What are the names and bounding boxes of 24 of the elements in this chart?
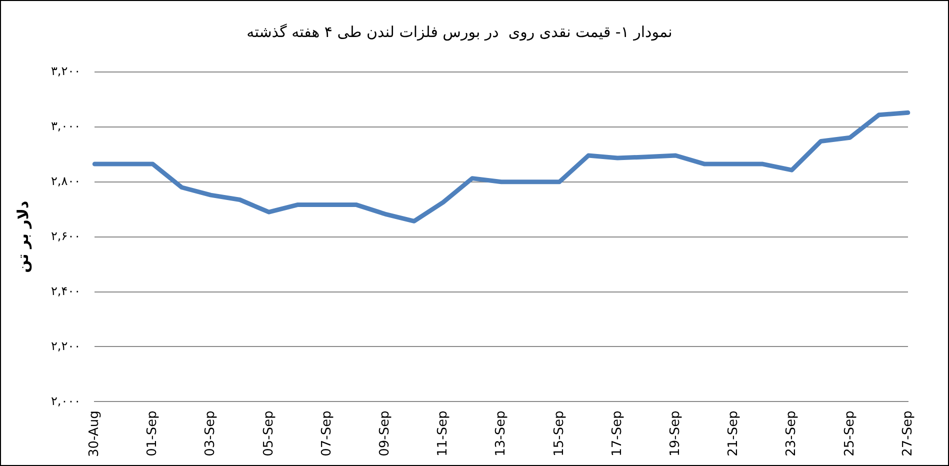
y-tick-label: ۲,۲۰۰ <box>50 338 81 353</box>
x-tick-label: 01-Sep <box>145 410 160 456</box>
x-tick-label: 21-Sep <box>726 410 742 456</box>
x-tick-label: 15-Sep <box>552 410 567 456</box>
y-tick-label: ۳,۲۰۰ <box>50 64 81 78</box>
y-tick-label: ۲,۸۰۰ <box>50 174 81 188</box>
y-tick-label: ۲,۴۰۰ <box>50 284 81 298</box>
x-tick-label: 11-Sep <box>436 410 451 456</box>
x-tick-label: 05-Sep <box>261 410 276 456</box>
chart-title: نمودار ۱- قیمت نقدی روی در بورس فلزات لندن طی ۴ هفته گذشته <box>246 22 672 41</box>
x-tick-label: 27-Sep <box>900 410 916 456</box>
x-tick-label: 23-Sep <box>784 410 800 456</box>
x-tick-label: 17-Sep <box>610 410 625 456</box>
x-tick-label: 03-Sep <box>203 410 218 456</box>
x-tick-label: 30-Aug <box>86 410 102 458</box>
x-tick-label: 25-Sep <box>842 410 858 456</box>
y-tick-label: ۳,۰۰۰ <box>50 119 81 134</box>
x-tick-label: 13-Sep <box>494 410 509 456</box>
x-tick-label: 09-Sep <box>377 410 392 456</box>
x-tick-label: 19-Sep <box>668 410 683 456</box>
y-axis-title: دلار بر تن <box>14 200 32 273</box>
y-tick-label: ۲,۶۰۰ <box>50 228 81 243</box>
x-tick-label: 07-Sep <box>319 410 334 456</box>
y-tick-label: ۲,۰۰۰ <box>50 394 81 408</box>
